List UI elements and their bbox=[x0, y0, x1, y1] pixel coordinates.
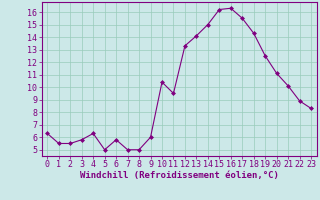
X-axis label: Windchill (Refroidissement éolien,°C): Windchill (Refroidissement éolien,°C) bbox=[80, 171, 279, 180]
